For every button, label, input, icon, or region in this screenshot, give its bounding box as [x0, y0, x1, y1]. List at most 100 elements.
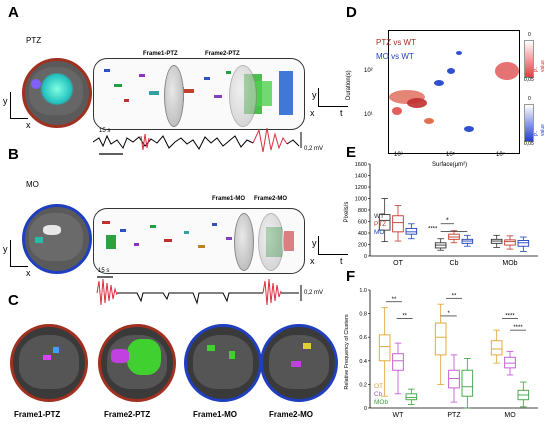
box-MO-Cb [461, 234, 474, 247]
box-body [405, 393, 418, 401]
box-body [448, 369, 460, 389]
box-body [378, 214, 391, 231]
brain-thumbnail-mo [22, 204, 92, 274]
y-tick-label: 1400 [355, 174, 367, 180]
brain-frame2-ptz [98, 324, 176, 402]
cbar-mo-tick-min: 0 [528, 96, 531, 102]
brain-frame1-ptz [10, 324, 88, 402]
box-WT-OT [378, 198, 391, 243]
y-tick-label: 0.4 [359, 359, 367, 365]
f-sig-2: ** [452, 293, 457, 299]
y-tick-label: 1600 [355, 162, 367, 168]
y-tick-label: 0 [364, 406, 367, 412]
x-category-label: MO [504, 412, 516, 419]
y-tick-label: 200 [358, 243, 367, 249]
panel-label-c: C [8, 292, 19, 309]
caption-frame1-mo: Frame1-MO [193, 410, 238, 419]
box-OT-MO [490, 329, 503, 364]
box-MOb-MO [517, 381, 530, 408]
box-WT-Cb [434, 238, 447, 251]
box-PTZ-Cb [448, 230, 460, 244]
axis3d-x-label-a: x [310, 108, 315, 118]
panel-label-e: E [346, 144, 357, 161]
heatmap-ylabel: Duration(s) [346, 70, 352, 100]
x-category-label: Cb [450, 260, 459, 267]
frame1-label-mo: Frame1-MO [212, 196, 246, 202]
y-tick-label: 0.6 [359, 335, 367, 341]
box-PTZ-OT [392, 205, 404, 242]
y-tick-label: 400 [358, 231, 367, 237]
y-tick-label: 1200 [355, 185, 367, 191]
condition-label-ptz: PTZ [26, 36, 42, 45]
box-body [517, 240, 530, 247]
f-sig-1: ** [402, 313, 407, 319]
y-tick-label: 0 [364, 254, 367, 260]
caption-frame2-ptz: Frame2-PTZ [104, 410, 151, 419]
axis-x-line-b [10, 266, 28, 267]
heatmap-xtick-2: 10⁷ [496, 152, 505, 158]
legend-mo-vs-wt: MO vs WT [376, 52, 414, 61]
box-MO-MOb [517, 236, 530, 252]
colorbar-mo [524, 104, 534, 142]
brain-frame2-mo [260, 324, 338, 402]
box-OT-PTZ [434, 303, 447, 385]
cbar-mo-tick-max: 0,05 [524, 141, 534, 147]
x-category-label: MOb [502, 260, 517, 267]
frame1-label-ptz: Frame1-PTZ [143, 51, 178, 57]
brain-frame1-mo [184, 324, 262, 402]
cbar-mo-label: P-value [534, 124, 546, 136]
cylinder-mo [93, 208, 305, 274]
boxplot-e: 0 200 400 600 800 1000 1200 1400 1600 OT Cb MOb Pixe… [344, 162, 538, 267]
frame2-disc-mo [258, 213, 284, 271]
frame2-label-ptz: Frame2-PTZ [205, 51, 240, 57]
f-sig-0: ** [392, 297, 397, 303]
axis3d-y-label-b: y [312, 238, 317, 248]
y-tick-label: 1.0 [359, 288, 367, 294]
box-body [392, 215, 404, 233]
box-OT-WT [378, 307, 391, 397]
box-MOb-WT [405, 388, 418, 405]
axis3d-x-label-b: x [310, 256, 315, 266]
y-tick-label: 800 [358, 208, 367, 214]
box-body [405, 227, 418, 235]
axis-x-line-a [10, 118, 28, 119]
legend-ptz-vs-wt: PTZ vs WT [376, 38, 416, 47]
y-tick-label: 1000 [355, 197, 367, 203]
axis-x-label-a: x [26, 120, 31, 130]
cbar-ptz-tick-min: 0 [528, 32, 531, 38]
panel-label-f: F [346, 268, 356, 285]
axis3d-t-label-b: t [340, 256, 343, 266]
x-category-label: PTZ [447, 412, 461, 419]
y-tick-label: 0.2 [359, 382, 367, 388]
axis3d-t-a [318, 106, 348, 107]
panel-label-a: A [8, 4, 19, 21]
axis3d-y-b [318, 236, 319, 254]
boxplot-f: 0 0.2 0.4 0.6 0.8 1.0 WT PTZ MO Relative Frequenc… [344, 288, 538, 419]
heatmap-blobs [389, 51, 519, 132]
panel-label-b: B [8, 146, 19, 163]
x-category-label: WT [393, 412, 405, 419]
f-sig-5: **** [513, 325, 523, 331]
axis3d-t-label-a: t [340, 108, 343, 118]
box-body [461, 369, 474, 397]
f-ylabel: Relative Frequency of Clusters [344, 314, 350, 389]
box-WT-MOb [490, 234, 503, 248]
heatmap-xtick-0: 10³ [394, 152, 403, 158]
box-Cb-MO [504, 350, 516, 376]
axis-y-label-b: y [3, 244, 8, 254]
axis3d-y-label-a: y [312, 90, 317, 100]
box-body [392, 353, 404, 371]
frame1-disc-ptz [164, 65, 184, 127]
heatmap-xlabel: Surface(μm²) [432, 162, 468, 168]
cylinder-ptz [93, 58, 305, 130]
f-sig-3: * [447, 311, 450, 317]
f-legend-Cb: Cb [374, 391, 383, 398]
box-body [448, 233, 460, 240]
y-tick-label: 600 [358, 220, 367, 226]
heatmap-ytick-1: 10¹ [364, 112, 373, 118]
e-legend-PTZ: PTZ [374, 221, 386, 228]
axis3d-t-b [318, 254, 348, 255]
frame2-label-mo: Frame2-MO [254, 196, 288, 202]
frame2-disc-ptz [229, 65, 257, 127]
f-legend-OT: OT [374, 383, 383, 390]
